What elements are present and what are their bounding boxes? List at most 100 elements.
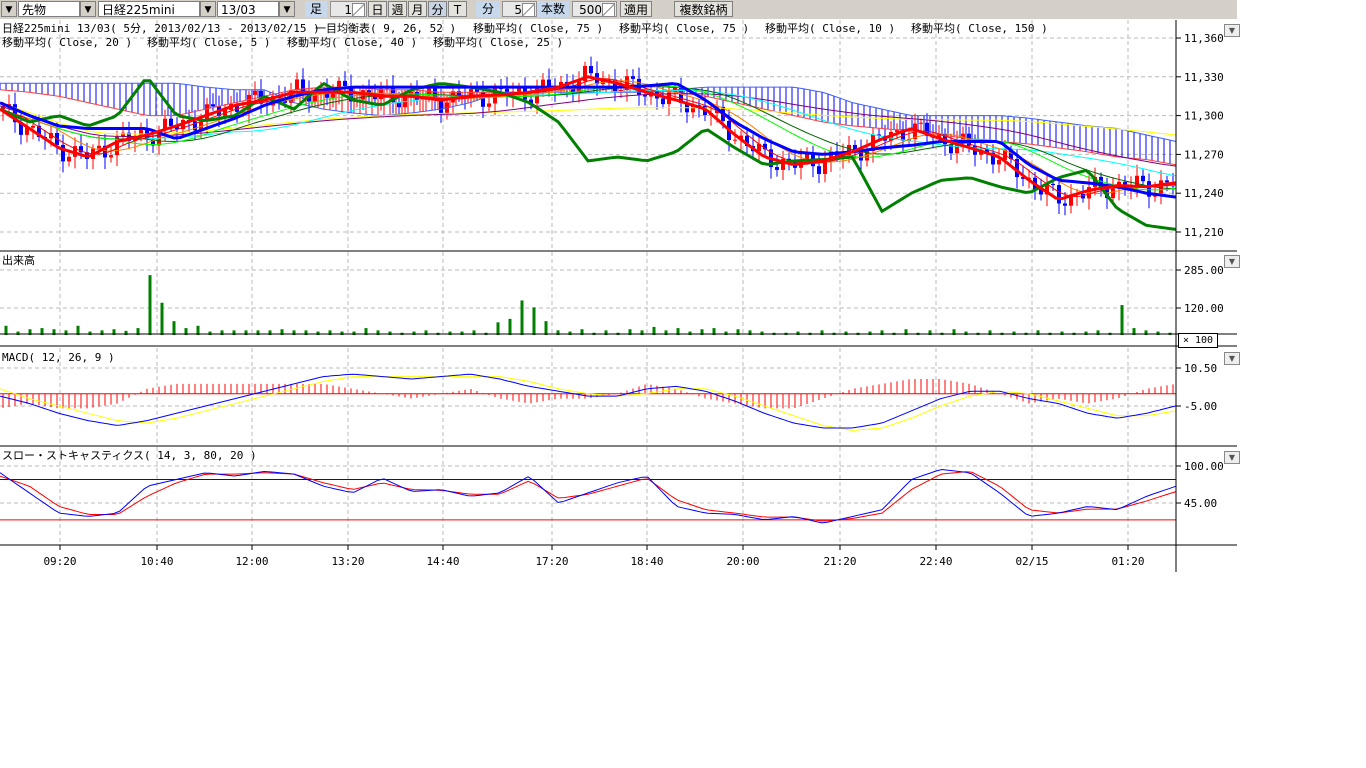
candle-body xyxy=(403,94,407,108)
volume-bar xyxy=(256,330,260,335)
volume-bar xyxy=(40,328,44,335)
candle-body xyxy=(919,122,923,124)
volume-panel-menu-icon[interactable]: ▼ xyxy=(1224,255,1240,268)
volume-bar xyxy=(52,329,56,335)
candle-body xyxy=(517,87,521,92)
candle-body xyxy=(631,76,635,79)
chikou-span-line xyxy=(0,79,1177,231)
market-dropdown-icon[interactable]: ▼ xyxy=(80,1,96,17)
week-button[interactable]: 週 xyxy=(388,1,407,17)
volume-panel-title: 出来高 xyxy=(2,253,35,267)
price-panel-menu-icon[interactable]: ▼ xyxy=(1224,24,1240,37)
candle-body xyxy=(427,88,431,96)
volume-bar xyxy=(352,331,356,335)
volume-bar xyxy=(100,330,104,335)
candle-body xyxy=(151,139,155,146)
multi-symbol-button[interactable]: 複数銘柄 xyxy=(674,1,733,17)
count-label: 本数 xyxy=(537,1,569,17)
volume-bar xyxy=(244,330,248,335)
volume-bar xyxy=(964,331,968,335)
candle-body xyxy=(331,93,335,98)
candle-body xyxy=(313,93,317,102)
stoch-k-line xyxy=(0,468,1177,524)
volume-bar xyxy=(796,331,800,335)
candle-body xyxy=(529,99,533,104)
grid xyxy=(0,20,1176,545)
candle-body xyxy=(733,139,737,141)
volume-bar xyxy=(1156,331,1160,335)
candle-body xyxy=(1069,194,1073,206)
volume-bar xyxy=(148,275,152,335)
volume-bar xyxy=(580,329,584,335)
macd-panel-menu-icon[interactable]: ▼ xyxy=(1224,352,1240,365)
interval-spinner[interactable]: 5 xyxy=(502,1,537,17)
volume-bar xyxy=(532,307,536,335)
menu-dropdown-button[interactable]: ▼ xyxy=(1,1,17,17)
chart-canvas[interactable]: 11,360 11,330 11,300 11,270 11,240 11,210 285.… xyxy=(0,0,1237,572)
legend-item: 一目均衡表( 9, 26, 52 ) xyxy=(315,21,456,35)
candle-body xyxy=(829,151,833,161)
candle-body xyxy=(1141,175,1145,182)
volume-bar xyxy=(1144,330,1148,335)
volume-bar xyxy=(820,330,824,335)
volume-bar xyxy=(112,329,116,335)
volume-bar xyxy=(412,331,416,335)
apply-button[interactable]: 適用 xyxy=(620,1,652,17)
price-tick-label: 11,240 xyxy=(1184,187,1224,200)
price-tick-label: 11,360 xyxy=(1184,32,1224,45)
volume-bar xyxy=(316,331,320,335)
volume-bar xyxy=(604,330,608,335)
volume-bar xyxy=(688,331,692,335)
candle-body xyxy=(1051,183,1055,186)
stoch-panel-menu-icon[interactable]: ▼ xyxy=(1224,451,1240,464)
moving-average-150 xyxy=(0,102,1177,136)
count-spinner[interactable]: 500 xyxy=(572,1,617,17)
volume-bar xyxy=(700,329,704,335)
volume-bar xyxy=(424,330,428,335)
legend-item: 移動平均( Close, 25 ) xyxy=(433,35,563,49)
ashi-spinner[interactable]: 1 xyxy=(330,1,367,17)
contract-dropdown-icon[interactable]: ▼ xyxy=(279,1,295,17)
candle-body xyxy=(373,95,377,100)
volume-bar xyxy=(676,328,680,335)
candle-body xyxy=(1099,176,1103,188)
minute-button[interactable]: 分 xyxy=(428,1,447,17)
volume-bar xyxy=(1084,331,1088,335)
symbol-dropdown-icon[interactable]: ▼ xyxy=(200,1,216,17)
macd-signal-line xyxy=(0,376,1177,431)
toolbar: ▼ 先物 ▼ 日経225mini ▼ 13/03 ▼ 足 1 日 週 月 分 T… xyxy=(0,0,1237,19)
volume-bar xyxy=(988,330,992,335)
market-select[interactable]: 先物 xyxy=(18,1,80,17)
time-tick-label: 10:40 xyxy=(140,555,173,568)
day-button[interactable]: 日 xyxy=(368,1,387,17)
macd-panel xyxy=(0,373,1177,431)
price-tick-label: 11,270 xyxy=(1184,148,1224,161)
time-tick-label: 22:40 xyxy=(919,555,952,568)
candle-body xyxy=(547,79,551,90)
volume-bar xyxy=(556,330,560,335)
volume-bar xyxy=(904,329,908,335)
candle-body xyxy=(823,160,827,174)
volume-bar xyxy=(160,302,164,335)
candle-body xyxy=(343,80,347,87)
volume-bar xyxy=(172,321,176,335)
symbol-select[interactable]: 日経225mini xyxy=(98,1,200,17)
tick-button[interactable]: T xyxy=(448,1,467,17)
candle-body xyxy=(859,149,863,161)
contract-select[interactable]: 13/03 xyxy=(217,1,279,17)
volume-bar xyxy=(652,326,656,335)
volume-bar xyxy=(1120,305,1124,335)
candle-body xyxy=(1135,175,1139,188)
candle-body xyxy=(31,125,35,128)
candle-body xyxy=(193,121,197,131)
candle-body xyxy=(1057,185,1061,204)
candle-body xyxy=(541,79,545,88)
candle-body xyxy=(163,118,167,131)
candle-body xyxy=(847,144,851,156)
candle-body xyxy=(661,98,665,105)
macd-panel-title: MACD( 12, 26, 9 ) xyxy=(2,351,115,364)
month-button[interactable]: 月 xyxy=(408,1,427,17)
ashi-label: 足 xyxy=(305,1,327,17)
legend-item: 移動平均( Close, 40 ) xyxy=(287,35,417,49)
indicator-tick-label: 45.00 xyxy=(1184,497,1217,510)
